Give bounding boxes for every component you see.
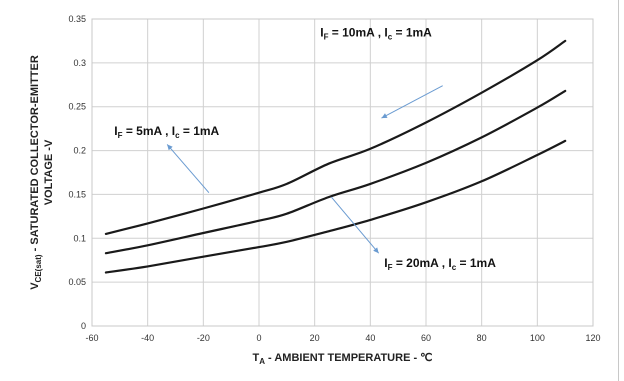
annotation-arrow-2 (330, 196, 380, 254)
annotation-label-2: IF = 20mA , Ic = 1mA (384, 256, 496, 272)
annotation-label-part: I (384, 256, 387, 270)
annotation-label-part: = 20mA , I (392, 256, 451, 270)
grid-lines (91, 18, 594, 327)
y-axis-title-rest: - SATURATED COLLECTOR-EMITTER (29, 55, 41, 254)
y-axis-title-line2: VOLTAGE -V (43, 139, 55, 205)
annotation-arrowhead-2 (373, 247, 379, 254)
annotation-label-part: = 1mA (456, 256, 496, 270)
y-tick-label: 0.05 (68, 277, 86, 287)
y-tick-labels: 0 0.05 0.1 0.15 0.2 0.25 0.3 0.35 (68, 14, 86, 331)
y-axis-title-sub: CE(sat) (34, 254, 43, 282)
x-tick-label: -20 (197, 333, 210, 343)
x-tick-label: 40 (365, 333, 375, 343)
y-tick-label: 0.1 (73, 233, 86, 243)
x-tick-label: 80 (477, 333, 487, 343)
x-tick-labels: -60 -40 -20 0 20 40 60 80 100 120 (85, 333, 600, 343)
annotation-label-part: = 5mA , I (123, 124, 176, 138)
annotation-label-part: F (388, 263, 393, 272)
annotation-arrow-1 (166, 144, 210, 194)
x-tick-label: 20 (310, 333, 320, 343)
x-axis-title-rest: - AMBIENT TEMPERATURE - ℃ (265, 352, 433, 364)
annotation-arrows (166, 85, 443, 254)
series-line-0 (104, 39, 567, 235)
annotation-arrow-0 (381, 85, 443, 119)
x-tick-label: 120 (585, 333, 600, 343)
series-line-2 (104, 139, 567, 274)
y-tick-label: 0.15 (68, 189, 86, 199)
y-axis-title-main: V (29, 282, 41, 290)
series-line-1 (104, 89, 567, 255)
x-tick-label: -40 (141, 333, 154, 343)
x-tick-label: 0 (256, 333, 261, 343)
panel-divider (618, 0, 619, 381)
annotation-label-1: IF = 5mA , Ic = 1mA (114, 124, 219, 140)
x-axis-title: TA - AMBIENT TEMPERATURE - ℃ (252, 352, 432, 366)
plot-frame (91, 18, 594, 327)
annotation-label-0: IF = 10mA , Ic = 1mA (320, 26, 432, 42)
annotation-arrowhead-0 (381, 113, 388, 119)
y-tick-label: 0.35 (68, 14, 86, 24)
x-axis-title-main: T (252, 352, 259, 364)
x-tick-label: 100 (530, 333, 545, 343)
y-tick-label: 0.2 (73, 146, 86, 156)
annotation-label-part: F (324, 33, 329, 42)
x-tick-label: -60 (85, 333, 98, 343)
annotation-label-part: c (452, 263, 457, 272)
y-tick-label: 0 (81, 321, 86, 331)
series-lines (104, 39, 567, 274)
x-tick-label: 60 (421, 333, 431, 343)
y-tick-label: 0.25 (68, 102, 86, 112)
annotation-label-part: F (118, 131, 123, 140)
annotation-label-part: = 1mA (392, 26, 432, 40)
annotation-label-part: c (388, 33, 393, 42)
annotation-label-part: = 10mA , I (328, 26, 387, 40)
y-axis-title: VCE(sat) - SATURATED COLLECTOR-EMITTER V… (29, 55, 55, 290)
annotation-label-part: = 1mA (180, 124, 220, 138)
annotation-arrowhead-1 (167, 144, 173, 151)
y-axis-title-line1: VCE(sat) - SATURATED COLLECTOR-EMITTER (29, 55, 43, 290)
annotation-label-part: c (175, 131, 180, 140)
x-axis-title-sub: A (259, 357, 265, 366)
y-tick-label: 0.3 (73, 58, 86, 68)
annotation-label-part: I (320, 26, 323, 40)
annotation-label-part: I (114, 124, 117, 138)
